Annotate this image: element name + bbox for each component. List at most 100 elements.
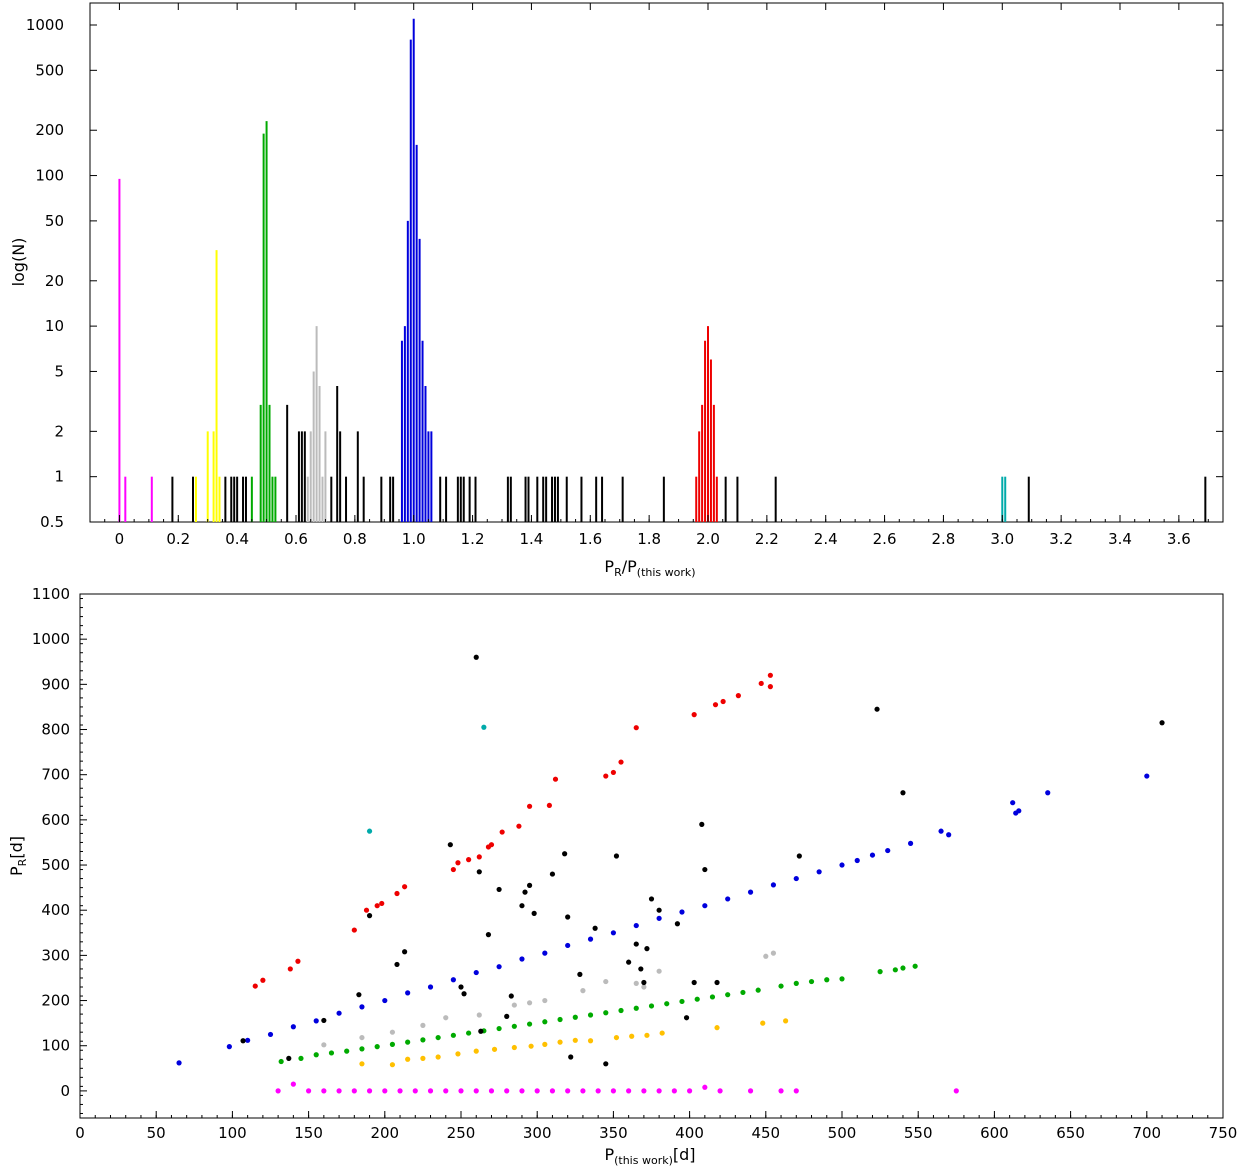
scatter-point [491, 1046, 498, 1052]
histogram-y-ticks: 0.5 1 2 5 10 20 50 100 200 500 1000 [26, 16, 1223, 531]
scatter-point [511, 1023, 517, 1029]
histogram-y-tick-label: 50 [45, 212, 64, 230]
scatter-point [402, 949, 408, 955]
scatter-point [740, 989, 746, 996]
scatter-point [313, 1052, 319, 1058]
scatter-point [526, 1000, 533, 1006]
scatter-y-tick-label: 1100 [32, 585, 70, 603]
scatter-point [796, 853, 802, 859]
scatter-point [528, 1043, 534, 1049]
scatter-point [679, 909, 685, 915]
scatter-point [450, 1032, 456, 1038]
scatter-point [816, 869, 822, 875]
scatter-point [808, 978, 815, 985]
scatter-point [389, 1041, 396, 1047]
histogram-x-tick-label: 0.6 [284, 530, 308, 548]
scatter-point [610, 769, 617, 776]
scatter-point [321, 1088, 327, 1094]
scatter-x-tick-label: 550 [904, 1124, 933, 1142]
histogram-y-tick-label: 20 [45, 272, 64, 290]
scatter-point [874, 706, 880, 712]
scatter-point [679, 998, 685, 1005]
scatter-point [580, 1088, 586, 1094]
scatter-point [565, 942, 571, 949]
scatter-point [420, 1022, 426, 1028]
scatter-point [511, 1002, 517, 1008]
scatter-x-axis-label: P(this work)[d] [604, 1145, 695, 1167]
histogram-x-axis-label: PR/P(this work) [604, 557, 695, 579]
scatter-point [595, 1088, 601, 1094]
scatter-point [656, 907, 662, 913]
scatter-point [656, 968, 662, 974]
scatter-point [286, 1055, 292, 1061]
scatter-point [900, 790, 906, 796]
scatter-point [275, 1088, 281, 1094]
scatter-point [580, 988, 586, 994]
scatter-point [603, 773, 609, 779]
scatter-point [854, 857, 860, 864]
scatter-point [359, 1061, 365, 1067]
scatter-point [278, 1058, 284, 1065]
scatter-point [473, 654, 479, 660]
scatter-point [226, 1044, 232, 1050]
scatter-point [245, 1037, 251, 1043]
scatter-point [767, 684, 773, 690]
scatter-point [885, 847, 891, 854]
scatter-point [747, 1088, 754, 1094]
scatter-point [447, 842, 453, 848]
scatter-point [912, 963, 918, 969]
scatter-point [519, 903, 525, 909]
scatter-point [938, 828, 944, 834]
scatter-point [496, 1025, 502, 1032]
scatter-point [466, 857, 472, 863]
scatter-point [366, 913, 373, 919]
histogram-x-tick-label: 0.2 [166, 530, 190, 548]
scatter-point [511, 1044, 517, 1051]
scatter-point [644, 946, 650, 952]
scatter-x-tick-label: 650 [1056, 1124, 1085, 1142]
scatter-point [389, 1029, 396, 1035]
scatter-point [565, 1088, 571, 1094]
scatter-y-tick-label: 500 [41, 856, 70, 874]
scatter-point [344, 1048, 350, 1054]
scatter-point [613, 853, 620, 859]
histogram-y-tick-label: 200 [35, 121, 64, 139]
scatter-point [648, 896, 655, 902]
scatter-x-tick-label: 400 [675, 1124, 704, 1142]
scatter-point [412, 1088, 418, 1094]
scatter-x-tick-label: 600 [980, 1124, 1009, 1142]
scatter-point [557, 1039, 563, 1045]
scatter-point [778, 1088, 784, 1094]
scatter-point [552, 776, 559, 782]
histogram-x-tick-label: 1.2 [461, 530, 485, 548]
histogram-y-tick-label: 0.5 [40, 513, 64, 531]
scatter-point [473, 1088, 479, 1094]
scatter-point [793, 980, 799, 986]
scatter-point [629, 1033, 635, 1039]
scatter-point [610, 930, 617, 936]
histogram-y-tick-label: 100 [35, 167, 64, 185]
scatter-point [455, 1051, 461, 1057]
histogram-x-tick-label: 1.0 [402, 530, 426, 548]
scatter-point [869, 852, 876, 858]
scatter-point [336, 1010, 342, 1016]
scatter-point [458, 984, 464, 990]
scatter-point [565, 914, 571, 920]
scatter-point [496, 964, 502, 970]
scatter-point [659, 1030, 665, 1036]
scatter-point [542, 997, 548, 1004]
scatter-point [504, 1013, 510, 1019]
scatter-point [476, 869, 482, 875]
scatter-point [603, 1061, 609, 1067]
scatter-point [638, 966, 644, 972]
scatter-point [618, 1007, 624, 1014]
scatter-point [356, 992, 362, 998]
scatter-point [526, 1021, 533, 1027]
scatter-point [1144, 773, 1150, 779]
scatter-point [374, 1044, 380, 1050]
scatter-point [427, 984, 434, 990]
histogram-x-tick-label: 0.4 [225, 530, 249, 548]
scatter-y-tick-label: 800 [41, 721, 70, 739]
scatter-point [443, 1088, 449, 1094]
scatter-point [758, 680, 764, 687]
